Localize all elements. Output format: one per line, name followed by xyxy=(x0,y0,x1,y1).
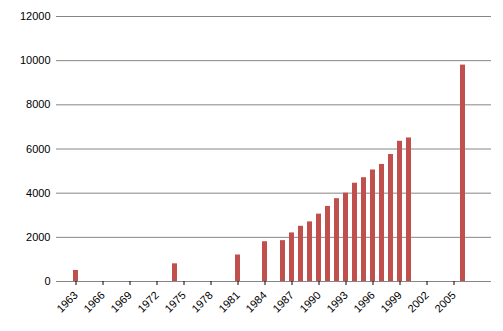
svg-text:2005: 2005 xyxy=(432,289,458,315)
svg-text:0: 0 xyxy=(44,275,50,287)
svg-text:2002: 2002 xyxy=(405,289,431,315)
svg-text:2000: 2000 xyxy=(26,231,50,243)
svg-text:1975: 1975 xyxy=(162,289,188,315)
svg-text:10000: 10000 xyxy=(20,54,51,66)
svg-text:4000: 4000 xyxy=(26,187,50,199)
svg-text:1993: 1993 xyxy=(324,289,350,315)
svg-text:1999: 1999 xyxy=(378,289,404,315)
svg-text:1987: 1987 xyxy=(270,289,296,315)
svg-text:12000: 12000 xyxy=(20,10,51,22)
svg-text:1978: 1978 xyxy=(189,289,215,315)
svg-text:1984: 1984 xyxy=(243,289,269,315)
svg-text:8000: 8000 xyxy=(26,98,50,110)
svg-text:1963: 1963 xyxy=(54,289,80,315)
svg-text:1996: 1996 xyxy=(351,289,377,315)
svg-text:1981: 1981 xyxy=(216,289,242,315)
svg-text:1972: 1972 xyxy=(135,289,161,315)
svg-text:1969: 1969 xyxy=(108,289,134,315)
svg-text:1966: 1966 xyxy=(81,289,107,315)
svg-text:1990: 1990 xyxy=(297,289,323,315)
svg-text:6000: 6000 xyxy=(26,143,50,155)
